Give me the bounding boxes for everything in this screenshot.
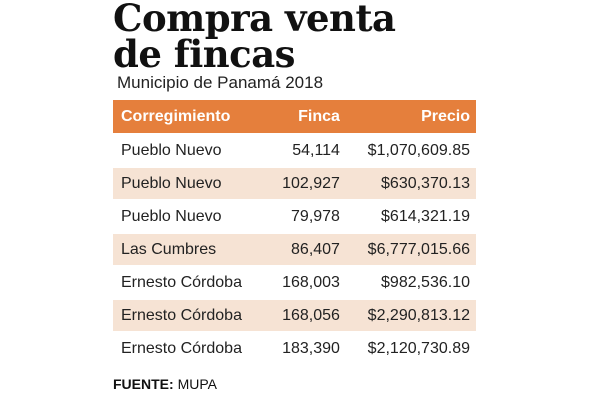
cell-precio: $630,370.13 bbox=[345, 166, 476, 200]
title-line-1: Compra venta bbox=[113, 0, 396, 40]
table-row: Pueblo Nuevo 102,927 $630,370.13 bbox=[113, 166, 476, 200]
cell-corregimiento: Pueblo Nuevo bbox=[113, 166, 267, 200]
source-label: FUENTE: bbox=[113, 376, 174, 392]
table-row: Las Cumbres 86,407 $6,777,015.66 bbox=[113, 232, 476, 266]
cell-precio: $2,290,813.12 bbox=[345, 298, 476, 332]
cell-precio: $1,070,609.85 bbox=[345, 133, 476, 167]
table-row: Ernesto Córdoba 183,390 $2,120,730.89 bbox=[113, 331, 476, 365]
cell-precio: $614,321.19 bbox=[345, 199, 476, 233]
cell-precio: $982,536.10 bbox=[345, 265, 476, 299]
cell-corregimiento: Ernesto Córdoba bbox=[113, 298, 267, 332]
source-value: MUPA bbox=[177, 376, 217, 392]
header-row: Corregimiento Finca Precio bbox=[113, 100, 476, 134]
cell-corregimiento: Las Cumbres bbox=[113, 232, 267, 266]
cell-corregimiento: Pueblo Nuevo bbox=[113, 199, 267, 233]
cell-corregimiento: Ernesto Córdoba bbox=[113, 331, 267, 365]
cell-finca: 54,114 bbox=[266, 133, 346, 167]
header-finca: Finca bbox=[298, 107, 340, 125]
table-row: Ernesto Córdoba 168,003 $982,536.10 bbox=[113, 265, 476, 299]
table-header: Corregimiento Finca Precio bbox=[113, 100, 476, 134]
cell-corregimiento: Ernesto Córdoba bbox=[113, 265, 267, 299]
title-line-2: de fincas bbox=[113, 32, 295, 76]
cell-precio: $2,120,730.89 bbox=[345, 331, 476, 365]
cell-precio: $6,777,015.66 bbox=[345, 232, 476, 266]
subtitle: Municipio de Panamá 2018 bbox=[117, 73, 324, 92]
table-row: Pueblo Nuevo 54,114 $1,070,609.85 bbox=[113, 133, 476, 167]
cell-finca: 168,003 bbox=[266, 265, 346, 299]
data-table: Corregimiento Finca Precio Pueblo Nuevo … bbox=[113, 100, 476, 365]
table-body: Pueblo Nuevo 54,114 $1,070,609.85 Pueblo… bbox=[113, 133, 476, 365]
cell-corregimiento: Pueblo Nuevo bbox=[113, 133, 267, 167]
cell-finca: 183,390 bbox=[266, 331, 346, 365]
source-note: FUENTE: MUPA bbox=[113, 376, 217, 392]
header-precio: Precio bbox=[421, 107, 470, 125]
cell-finca: 168,056 bbox=[266, 298, 346, 332]
header-corregimiento: Corregimiento bbox=[121, 107, 231, 125]
chart-title: Compra venta de fincas bbox=[113, 0, 396, 76]
cell-finca: 102,927 bbox=[266, 166, 346, 200]
cell-finca: 79,978 bbox=[266, 199, 346, 233]
table-row: Pueblo Nuevo 79,978 $614,321.19 bbox=[113, 199, 476, 233]
cell-finca: 86,407 bbox=[266, 232, 346, 266]
table-row: Ernesto Córdoba 168,056 $2,290,813.12 bbox=[113, 298, 476, 332]
